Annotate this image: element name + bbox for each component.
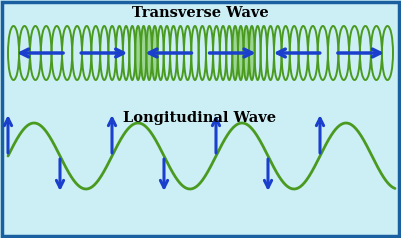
Ellipse shape [146, 26, 152, 80]
Ellipse shape [152, 26, 158, 80]
Text: Longitudinal Wave: Longitudinal Wave [124, 111, 277, 125]
Ellipse shape [249, 26, 255, 80]
Ellipse shape [232, 26, 238, 80]
Ellipse shape [238, 26, 243, 80]
FancyBboxPatch shape [2, 2, 399, 236]
Ellipse shape [141, 26, 146, 80]
Ellipse shape [243, 26, 249, 80]
Ellipse shape [135, 26, 141, 80]
Text: Transverse Wave: Transverse Wave [132, 6, 268, 20]
